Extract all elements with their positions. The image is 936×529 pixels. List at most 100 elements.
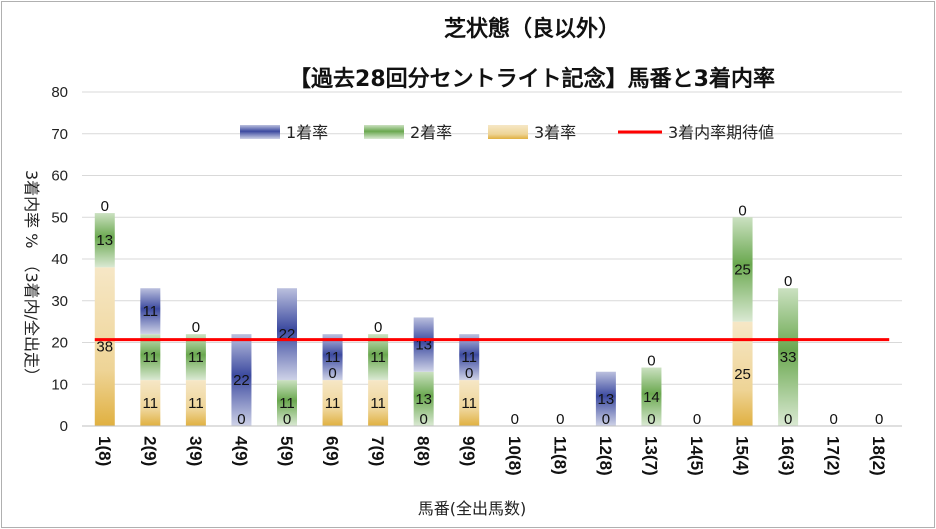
data-label: 11: [143, 303, 159, 320]
x-tick-label: 11(8): [550, 436, 569, 475]
data-label: 0: [738, 202, 746, 219]
data-label: 0: [192, 319, 200, 336]
x-tick-label: 12(8): [596, 436, 615, 476]
data-label: 0: [283, 411, 291, 428]
data-label: 25: [734, 261, 751, 278]
data-label: 0: [784, 273, 792, 290]
x-tick-label: 6(9): [323, 436, 342, 466]
data-label: 13: [96, 232, 113, 249]
legend-swatch: [240, 125, 280, 139]
data-label: 11: [370, 395, 386, 412]
bar-segment: [140, 380, 161, 426]
data-label: 0: [693, 411, 701, 428]
data-label: 11: [188, 395, 204, 412]
data-label: 0: [328, 365, 336, 382]
x-tick-label: 1(8): [95, 436, 114, 466]
y-tick-label: 50: [51, 209, 68, 226]
y-tick-label: 30: [51, 293, 68, 310]
x-tick-label: 13(7): [641, 436, 660, 476]
data-label: 0: [875, 411, 883, 428]
x-tick-label: 9(9): [459, 436, 478, 466]
data-label: 0: [511, 411, 519, 428]
bar-segment: [140, 334, 161, 381]
y-tick-label: 0: [60, 418, 68, 435]
x-tick-label: 3(9): [186, 436, 205, 466]
data-label: 11: [461, 349, 477, 366]
bar-segment: [277, 288, 297, 381]
chart-subtitle: 【過去28回分セントライト記念】馬番と3着内率: [289, 66, 775, 92]
data-label: 22: [233, 372, 250, 389]
data-label: 25: [734, 366, 751, 383]
legend-label: 3着率: [534, 123, 576, 142]
data-label: 0: [829, 411, 837, 428]
data-label: 11: [143, 349, 159, 366]
legend-swatch: [364, 125, 404, 139]
x-tick-label: 18(2): [869, 436, 888, 476]
x-tick-label: 14(5): [687, 436, 706, 476]
data-label: 0: [647, 353, 655, 370]
data-label: 13: [598, 391, 615, 408]
x-tick-label: 2(9): [140, 436, 159, 466]
bar-segment: [459, 334, 480, 381]
x-tick-label: 8(8): [414, 436, 433, 466]
y-tick-label: 10: [51, 376, 68, 393]
legend-swatch: [488, 125, 528, 139]
x-axis-label: 馬番(全出馬数): [418, 499, 527, 518]
bar-segment: [185, 380, 206, 426]
x-tick-label: 4(9): [231, 436, 250, 466]
bar-segment: [94, 267, 115, 426]
data-label: 0: [374, 319, 382, 336]
data-label: 0: [647, 411, 655, 428]
bar-segment: [368, 334, 389, 381]
bar-segment: [322, 334, 343, 381]
bar-segment: [231, 334, 252, 426]
bar-segment: [732, 321, 753, 426]
bar-segment: [778, 288, 799, 426]
data-label: 38: [96, 339, 113, 356]
legend-label: 3着内率期待値: [668, 123, 774, 142]
y-tick-label: 80: [51, 84, 68, 101]
data-label: 11: [143, 395, 159, 412]
bar-segment: [277, 380, 297, 426]
legend-label: 1着率: [286, 123, 328, 142]
data-label: 33: [780, 349, 797, 366]
bar-segment: [322, 380, 343, 426]
data-label: 0: [602, 411, 610, 428]
y-tick-label: 20: [51, 335, 68, 352]
y-tick-label: 60: [51, 168, 68, 185]
x-tick-label: 5(9): [277, 436, 296, 466]
x-tick-label: 10(8): [505, 436, 524, 476]
data-label: 0: [237, 411, 245, 428]
bar-segment: [641, 367, 662, 426]
data-label: 0: [419, 411, 427, 428]
x-tick-label: 7(9): [368, 436, 387, 466]
y-tick-label: 40: [51, 251, 68, 268]
bar-segment: [185, 334, 206, 381]
data-label: 0: [101, 198, 109, 215]
data-label: 0: [465, 365, 473, 382]
bar-segment: [595, 371, 616, 426]
bar-segment: [413, 371, 434, 426]
chart-title: 芝状態（良以外）: [444, 16, 620, 42]
bar-segment: [140, 288, 161, 335]
bar-segment: [459, 380, 480, 426]
data-label: 11: [279, 395, 295, 412]
y-axis-label: 3着内率 % （3着内/全出走）: [22, 170, 41, 384]
x-tick-label: 17(2): [824, 436, 843, 476]
data-label: 11: [325, 349, 341, 366]
data-label: 13: [415, 391, 432, 408]
bar-segment: [94, 213, 115, 268]
x-tick-label: 15(4): [733, 436, 752, 476]
data-label: 11: [188, 349, 204, 366]
data-label: 11: [325, 395, 341, 412]
data-label: 11: [370, 349, 386, 366]
x-tick-label: 16(3): [778, 436, 797, 476]
bar-segment: [368, 380, 389, 426]
data-label: 0: [784, 411, 792, 428]
data-label: 0: [556, 411, 564, 428]
bar-segment: [413, 317, 434, 372]
data-label: 14: [643, 389, 660, 406]
y-tick-label: 70: [51, 126, 68, 143]
